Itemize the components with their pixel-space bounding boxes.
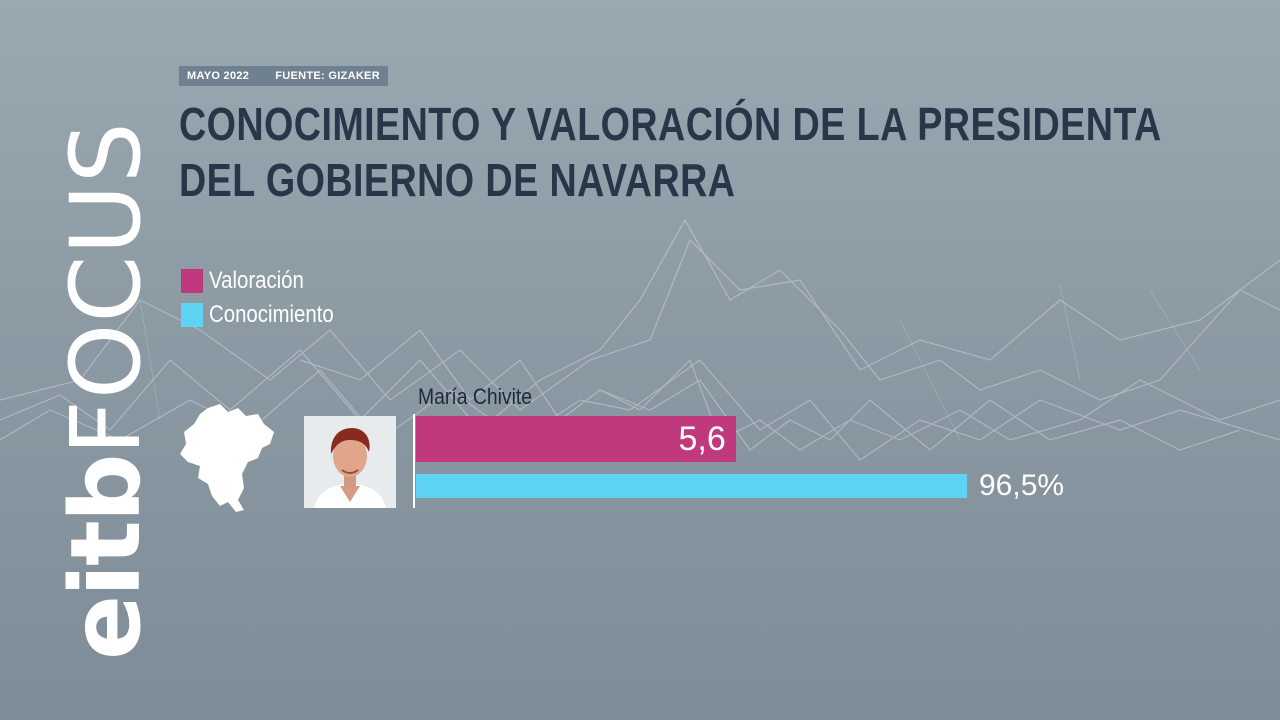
legend-swatch-conocimiento — [181, 303, 203, 327]
legend-swatch-valoracion — [181, 269, 203, 293]
person-photo — [304, 416, 396, 508]
chart-title: CONOCIMIENTO Y VALORACIÓN DE LA PRESIDEN… — [179, 96, 1162, 208]
chart-title-line-1: CONOCIMIENTO Y VALORACIÓN DE LA PRESIDEN… — [179, 98, 1162, 150]
brand-logo: eitbFOCUS — [50, 121, 162, 660]
brand-logo-part-2: FOCUS — [50, 121, 162, 456]
data-label-valoracion: 5,6 — [678, 420, 726, 458]
legend-label-conocimiento: Conocimiento — [209, 301, 334, 328]
source-bar: MAYO 2022 FUENTE: GIZAKER — [179, 66, 388, 86]
chart-title-line-2: DEL GOBIERNO DE NAVARRA — [179, 154, 736, 206]
date-label: MAYO 2022 — [187, 70, 250, 82]
chart-legend: Valoración Conocimiento — [181, 264, 356, 332]
bar-valoracion — [416, 416, 736, 462]
navarra-map-icon — [180, 404, 274, 512]
bar-conocimiento — [416, 474, 967, 498]
chart-axis-line — [413, 414, 415, 508]
legend-item-valoracion: Valoración — [181, 264, 356, 298]
category-label: María Chivite — [418, 384, 533, 409]
source-label: FUENTE: GIZAKER — [275, 70, 380, 82]
data-label-conocimiento: 96,5% — [979, 469, 1065, 502]
legend-item-conocimiento: Conocimiento — [181, 298, 356, 332]
legend-label-valoracion: Valoración — [209, 267, 304, 294]
brand-logo-part-1: eitb — [50, 455, 162, 660]
